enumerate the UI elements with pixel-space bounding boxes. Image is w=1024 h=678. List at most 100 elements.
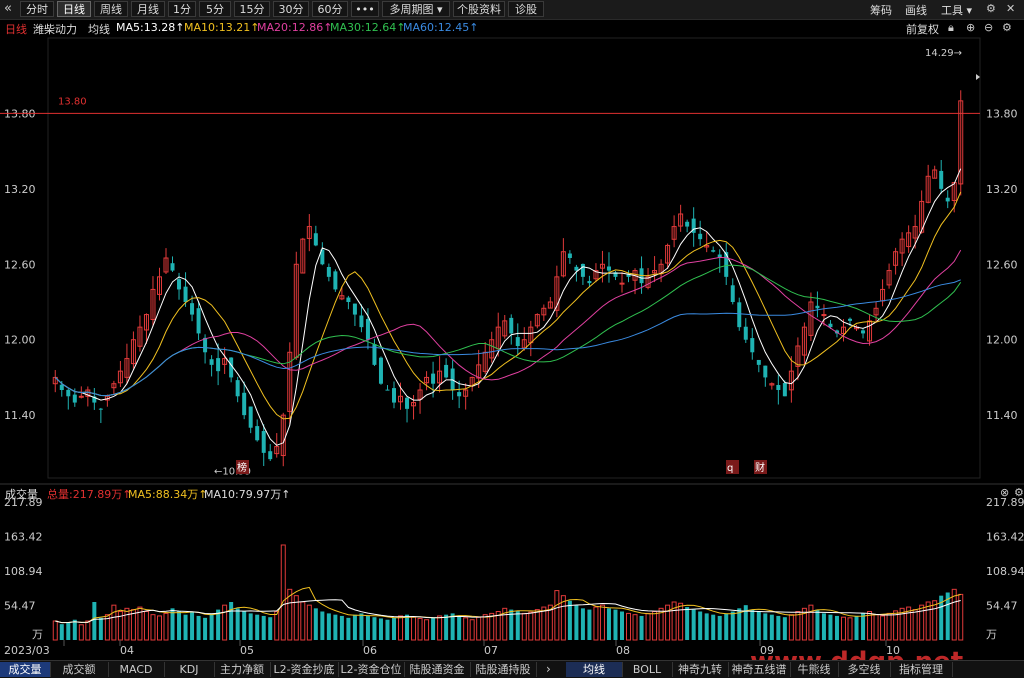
event-marker-finance: 财 — [755, 461, 765, 474]
volume-bar-up — [840, 616, 846, 641]
volume-bar-down — [346, 617, 351, 640]
candle-up — [274, 446, 280, 455]
volume-tick-left: 163.42 — [4, 530, 43, 543]
x-axis-label: 06 — [363, 644, 377, 657]
indicator-tab-8[interactable]: 陆股通持股 — [470, 662, 537, 677]
indicator-tab-4[interactable]: 主力净额 — [214, 662, 271, 677]
period-tab-11[interactable]: 个股资料 — [453, 1, 505, 17]
tools-button[interactable]: 工具 ▾ — [941, 4, 973, 17]
close-icon[interactable]: ⊗ — [1000, 486, 1010, 499]
overlay-tab-5[interactable]: 多空线 — [838, 662, 891, 677]
volume-bar-up — [788, 614, 794, 641]
volume-bar-up — [124, 607, 130, 641]
candle-up — [482, 351, 488, 372]
zoom-out-icon[interactable]: ⊖ — [984, 21, 994, 34]
candle-up — [300, 238, 306, 274]
ma-legend: 日线 潍柴动力 均线 MA5:13.28↑ MA10:13.21↑ MA20:1… — [0, 20, 1024, 36]
period-tab-0[interactable]: 分时 — [20, 1, 54, 17]
period-tab-9[interactable]: ••• — [351, 1, 379, 17]
zoom-in-icon[interactable]: ⊕ — [966, 21, 976, 34]
period-tab-1[interactable]: 日线 — [57, 1, 91, 17]
volume-bar-down — [711, 614, 716, 640]
volume-tick-right: 54.47 — [986, 600, 1018, 613]
candle-down — [313, 233, 318, 246]
close-icon[interactable]: ✕ — [1006, 2, 1016, 15]
overlay-tab-2[interactable]: 神奇九转 — [672, 662, 729, 677]
period-tab-3[interactable]: 月线 — [131, 1, 165, 17]
overlay-tab-0[interactable]: 均线 — [566, 662, 623, 677]
ma-type-label[interactable]: 均线 — [88, 23, 110, 36]
volume-bar-down — [196, 615, 201, 640]
candle-down — [209, 359, 214, 365]
indicator-tab-6[interactable]: L2-资金仓位 — [338, 662, 405, 677]
stock-name[interactable]: 潍柴动力 — [33, 23, 77, 36]
gear-icon[interactable]: ⚙ — [986, 2, 996, 15]
indicator-tab-3[interactable]: KDJ — [164, 662, 215, 677]
overlay-tab-3[interactable]: 神奇五线谱 — [728, 662, 791, 677]
volume-bar-down — [333, 614, 338, 640]
candle-up — [143, 314, 149, 331]
volume-bar-down — [763, 613, 768, 640]
overlay-tab-1[interactable]: BOLL — [622, 662, 673, 677]
candle-down — [515, 337, 520, 346]
volume-bar-down — [828, 614, 833, 640]
volume-bar-up — [495, 610, 501, 641]
chip-distribution-button[interactable]: 筹码 — [870, 4, 892, 17]
indicator-tab-1[interactable]: 成交额 — [50, 662, 109, 677]
indicator-tab-0[interactable]: 成交量 — [0, 662, 51, 677]
indicator-tabs: 成交量 成交额 MACD KDJ 主力净额 L2-资金抄底 L2-资金仓位 陆股通资金 陆股通持… — [0, 660, 1024, 678]
chevron-right-icon[interactable]: › — [546, 662, 551, 676]
period-tab-7[interactable]: 30分 — [273, 1, 309, 17]
volume-bar-up — [541, 606, 547, 641]
volume-bar-down — [587, 609, 592, 640]
volume-bar-up — [424, 619, 430, 641]
volume-bar-down — [320, 611, 325, 640]
volume-bar-down — [268, 617, 273, 640]
event-marker-list: 榜 — [237, 461, 247, 474]
settings-icon[interactable]: ⚙ — [1014, 486, 1024, 499]
lock-icon[interactable]: 🔒︎ — [948, 21, 954, 34]
period-tab-4[interactable]: 1分 — [168, 1, 196, 17]
indicator-tab-2[interactable]: MACD — [108, 662, 165, 677]
period-tab-10[interactable]: 多周期图 ▾ — [382, 1, 450, 17]
candle-up — [958, 100, 964, 185]
candle-down — [326, 267, 331, 277]
period-tab-8[interactable]: 60分 — [312, 1, 348, 17]
overlay-tab-4[interactable]: 牛熊线 — [790, 662, 839, 677]
adjust-mode[interactable]: 前复权 — [906, 23, 939, 36]
candle-up — [873, 307, 879, 316]
volume-bar-down — [365, 615, 370, 640]
candle-up — [599, 263, 605, 269]
x-axis-label: 10 — [886, 644, 900, 657]
volume-bar-up — [150, 614, 156, 641]
double-chevron-left-icon[interactable]: « — [4, 1, 12, 16]
period-tab-5[interactable]: 5分 — [199, 1, 231, 17]
candle-down — [372, 344, 377, 365]
settings-icon[interactable]: ⚙ — [1002, 21, 1012, 34]
draw-line-button[interactable]: 画线 — [905, 4, 927, 17]
candle-up — [222, 358, 228, 365]
period-tab-2[interactable]: 周线 — [94, 1, 128, 17]
volume-bar-down — [750, 609, 755, 640]
price-tick-left: 11.40 — [4, 409, 36, 422]
candle-up — [111, 383, 117, 389]
volume-bar-down — [730, 611, 735, 640]
period-tab-12[interactable]: 诊股 — [508, 1, 544, 17]
x-axis-label: 2023/03 — [4, 644, 50, 657]
volume-tick-left: 108.94 — [4, 565, 43, 578]
candle-down — [92, 396, 97, 403]
volume-bar-up — [626, 612, 632, 641]
overlay-tab-6[interactable]: 指标管理 — [890, 662, 953, 677]
candle-down — [815, 305, 820, 309]
x-axis-label: 05 — [240, 644, 254, 657]
period-tab-6[interactable]: 15分 — [234, 1, 270, 17]
candle-down — [346, 297, 351, 302]
candle-down — [743, 326, 748, 340]
volume-bar-up — [873, 614, 879, 641]
indicator-tab-7[interactable]: 陆股通资金 — [404, 662, 471, 677]
indicator-tab-5[interactable]: L2-资金抄底 — [270, 662, 339, 677]
candle-up — [117, 370, 123, 384]
volume-bar-down — [450, 613, 455, 640]
candle-up — [547, 301, 553, 309]
